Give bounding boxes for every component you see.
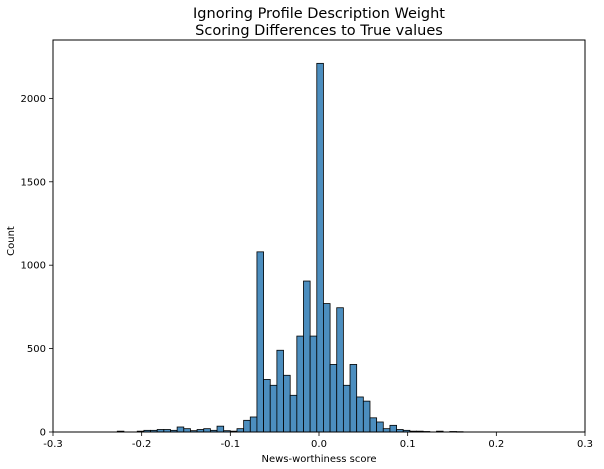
histogram-bar bbox=[216, 425, 225, 433]
histogram-bar bbox=[183, 428, 191, 433]
histogram-bar bbox=[376, 421, 384, 433]
y-tick-label: 1500 bbox=[21, 177, 46, 188]
y-tick-label: 1000 bbox=[21, 261, 46, 272]
histogram-bar bbox=[309, 335, 318, 433]
histogram-bar bbox=[256, 251, 264, 433]
histogram-bar bbox=[289, 394, 298, 433]
histogram-bar bbox=[356, 396, 364, 433]
x-tick-label: -0.1 bbox=[221, 439, 241, 450]
y-tick-label: 0 bbox=[40, 428, 46, 439]
histogram-bar bbox=[236, 428, 245, 433]
histogram-bar bbox=[349, 364, 358, 433]
y-axis-ticks: 0 500 1000 1500 2000 bbox=[21, 94, 53, 439]
histogram-bar bbox=[316, 62, 324, 433]
y-axis-label: Count bbox=[6, 226, 17, 256]
x-tick-label: -0.3 bbox=[43, 439, 63, 450]
histogram-bar bbox=[276, 349, 284, 433]
y-tick-label: 500 bbox=[27, 344, 46, 355]
x-axis-ticks: -0.3 -0.2 -0.1 0.0 0.1 0.2 0.3 bbox=[43, 432, 593, 450]
x-tick-label: -0.2 bbox=[132, 439, 152, 450]
y-tick-label: 2000 bbox=[21, 94, 46, 105]
histogram-bar bbox=[269, 384, 278, 433]
histogram-bar bbox=[362, 400, 371, 433]
histogram-bar bbox=[389, 424, 397, 433]
x-tick-label: 0.2 bbox=[488, 439, 504, 450]
histogram-bar bbox=[243, 419, 251, 433]
histogram-bars bbox=[116, 62, 464, 433]
x-axis-label: News-worthiness score bbox=[261, 454, 376, 465]
histogram-bar bbox=[329, 364, 338, 433]
histogram-bar bbox=[296, 335, 304, 433]
histogram-bar bbox=[369, 417, 378, 433]
histogram-bar bbox=[283, 374, 291, 433]
x-tick-label: 0.1 bbox=[400, 439, 416, 450]
histogram-bar bbox=[303, 280, 311, 433]
histogram-bar bbox=[263, 379, 271, 433]
histogram-bar bbox=[323, 303, 331, 433]
x-tick-label: 0.0 bbox=[311, 439, 327, 450]
histogram-bar bbox=[382, 428, 391, 433]
chart-title-line-2: Scoring Differences to True values bbox=[195, 23, 443, 39]
histogram-bar bbox=[249, 416, 258, 433]
histogram-bar bbox=[336, 307, 344, 433]
histogram-bar bbox=[176, 426, 185, 433]
histogram-bar bbox=[203, 428, 211, 433]
chart-title-line-1: Ignoring Profile Description Weight bbox=[193, 6, 445, 22]
x-tick-label: 0.3 bbox=[577, 439, 593, 450]
histogram-bar bbox=[342, 384, 351, 433]
